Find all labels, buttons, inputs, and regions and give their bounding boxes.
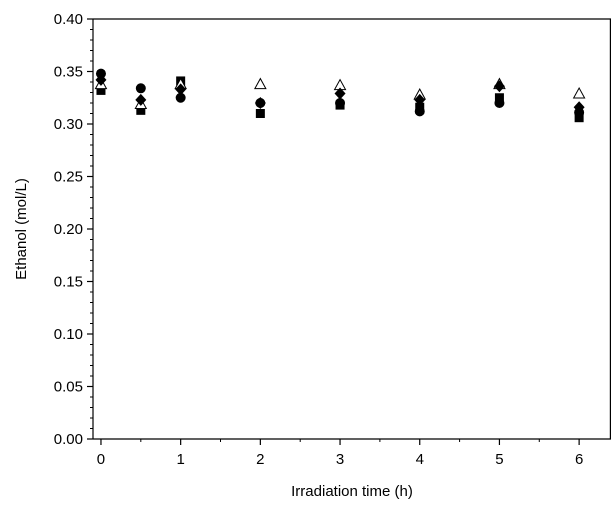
circle-marker (175, 92, 186, 103)
diamond-marker (414, 93, 426, 106)
y-tick-label: 0.00 (54, 431, 83, 448)
y-tick-label: 0.05 (54, 379, 83, 396)
circle-marker (135, 83, 146, 94)
x-tick-label: 3 (336, 451, 344, 468)
circle-marker (414, 106, 425, 117)
x-tick-label: 0 (97, 451, 105, 468)
data-markers (94, 68, 586, 123)
x-tick-label: 2 (256, 451, 264, 468)
y-tick-label: 0.40 (54, 11, 83, 28)
x-tick-label: 6 (575, 451, 583, 468)
square-marker (494, 93, 504, 103)
y-tick-label: 0.15 (54, 274, 83, 291)
square-marker (136, 105, 146, 115)
x-tick-label: 1 (176, 451, 184, 468)
diamond-marker (254, 97, 266, 109)
square-marker (255, 109, 265, 118)
y-tick-label: 0.35 (54, 64, 83, 81)
triangle-marker (572, 87, 586, 99)
diamond-marker (573, 101, 585, 114)
y-ticks: 0.00 0.05 0.10 0.15 0.20 0.25 0.30 0.35 0.40 (54, 11, 93, 448)
y-tick-label: 0.25 (54, 169, 83, 186)
square-marker (96, 85, 106, 95)
diamond-marker (334, 87, 346, 100)
y-tick-label: 0.20 (54, 221, 83, 238)
diamond-marker (135, 93, 147, 106)
y-tick-label: 0.30 (54, 116, 83, 133)
circle-marker (335, 98, 346, 108)
circle-marker (494, 98, 505, 108)
x-axis-title: Irradiation time (h) (291, 483, 413, 500)
diamond-marker (493, 80, 505, 93)
x-tick-label: 5 (495, 451, 503, 468)
circle-marker (95, 68, 106, 79)
x-ticks: 0 1 2 3 4 5 6 (97, 439, 583, 468)
diamond-marker (175, 83, 187, 96)
y-axis-title: Ethanol (mol/L) (13, 178, 30, 280)
x-tick-label: 4 (416, 451, 424, 468)
triangle-marker (254, 77, 267, 90)
plot-frame (92, 18, 611, 440)
y-tick-label: 0.10 (54, 326, 83, 343)
diamond-marker (95, 73, 107, 86)
square-marker (574, 113, 584, 123)
